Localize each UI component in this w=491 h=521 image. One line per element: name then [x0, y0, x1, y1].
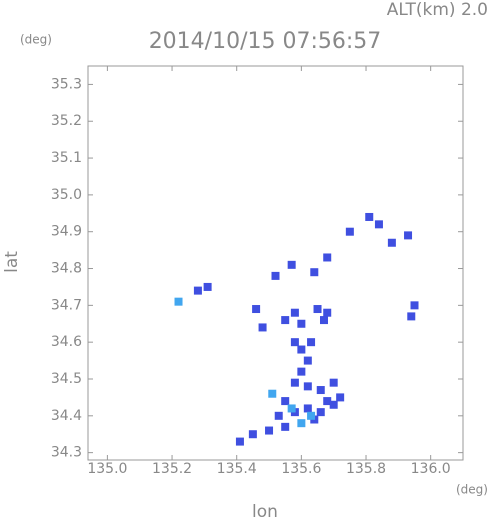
echo-point [271, 271, 280, 280]
echo-point [323, 397, 332, 406]
echo-point [303, 356, 312, 365]
x-tick-label: 135.0 [87, 461, 127, 477]
x-tick-label: 135.6 [281, 461, 321, 477]
echo-point [329, 378, 338, 387]
echo-point [336, 393, 345, 402]
echo-point [303, 382, 312, 391]
echo-point [387, 238, 396, 247]
y-tick-label: 35.2 [51, 113, 82, 129]
echo-point [297, 419, 306, 428]
echo-point [290, 378, 299, 387]
echo-point [307, 411, 316, 420]
echo-point [174, 297, 183, 306]
y-axis-label: lat [2, 251, 22, 273]
x-unit: (deg) [456, 483, 488, 497]
echo-point [290, 338, 299, 347]
x-tick-label: 135.2 [152, 461, 192, 477]
y-tick-label: 35.0 [51, 187, 82, 203]
echo-point [345, 227, 354, 236]
echo-point [281, 316, 290, 325]
echo-point [248, 430, 257, 439]
echo-point [407, 312, 416, 321]
echo-point [297, 367, 306, 376]
echo-point [323, 308, 332, 317]
y-tick-label: 35.1 [51, 150, 82, 166]
echo-point [365, 212, 374, 221]
echo-point [290, 308, 299, 317]
echo-point [203, 282, 212, 291]
echo-point [374, 220, 383, 229]
echo-point [297, 345, 306, 354]
y-tick-label: 34.9 [51, 224, 82, 240]
echo-point [316, 386, 325, 395]
x-tick-label: 136.0 [411, 461, 451, 477]
echo-point [193, 286, 202, 295]
echo-point [281, 422, 290, 431]
echo-point [268, 389, 277, 398]
y-tick-label: 35.3 [51, 76, 82, 92]
echo-point [404, 231, 413, 240]
echo-point [319, 316, 328, 325]
echo-point [316, 408, 325, 417]
x-tick-label: 135.8 [346, 461, 386, 477]
echo-point [265, 426, 274, 435]
y-tick-label: 34.4 [51, 408, 82, 424]
echo-point [287, 404, 296, 413]
echo-point [281, 397, 290, 406]
echo-point [310, 268, 319, 277]
x-tick-label: 135.4 [217, 461, 257, 477]
echo-point [307, 338, 316, 347]
y-tick-label: 34.3 [51, 445, 82, 461]
x-axis-label: lon [252, 502, 278, 521]
echo-point [235, 437, 244, 446]
y-tick-label: 34.7 [51, 297, 82, 313]
echo-point [252, 305, 261, 314]
echo-point [329, 400, 338, 409]
echo-point [258, 323, 267, 332]
y-tick-label: 34.8 [51, 261, 82, 277]
plot-frame [87, 65, 464, 461]
y-tick-label: 34.6 [51, 334, 82, 350]
y-tick-label: 34.5 [51, 371, 82, 387]
echo-point [323, 253, 332, 262]
echo-point [313, 305, 322, 314]
echo-point [274, 411, 283, 420]
echo-point [303, 404, 312, 413]
echo-point [287, 260, 296, 269]
echo-point [410, 301, 419, 310]
echo-point [297, 319, 306, 328]
chart-title: 2014/10/15 07:56:57 [149, 29, 382, 54]
altitude-label: ALT(km) 2.0 [387, 0, 488, 20]
y-unit: (deg) [20, 33, 52, 47]
